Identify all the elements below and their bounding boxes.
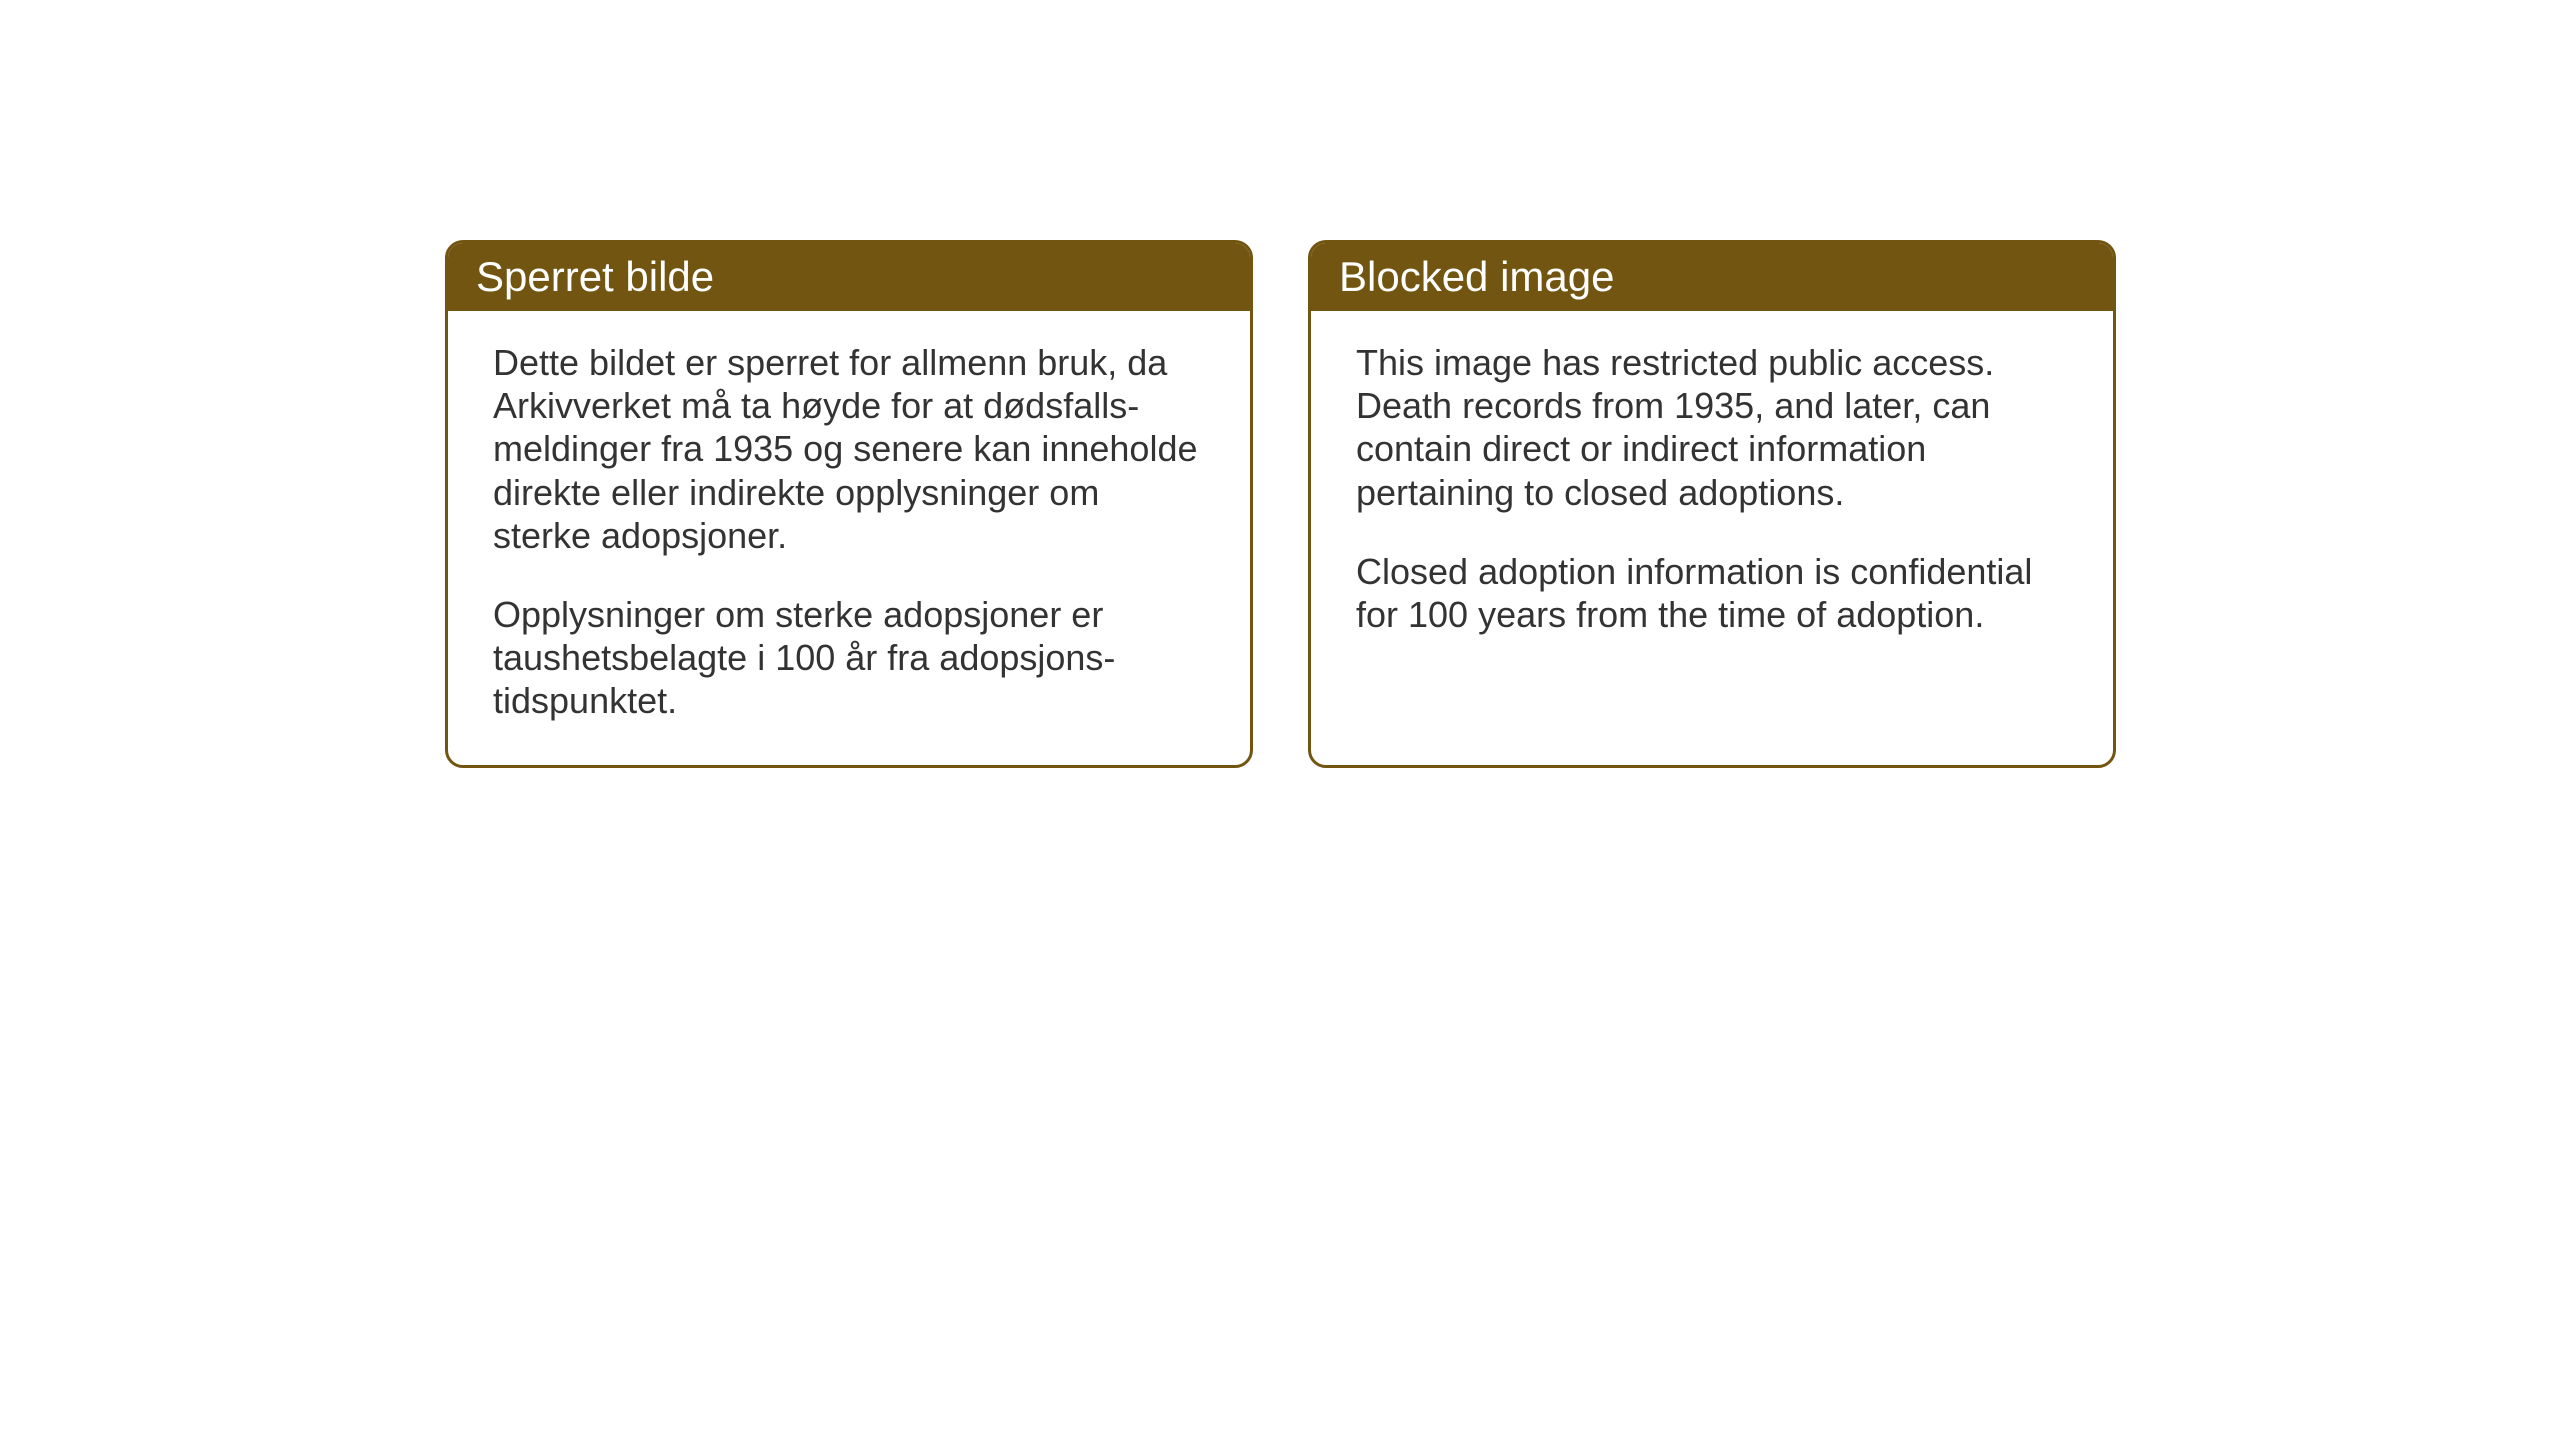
english-card-body: This image has restricted public access.… (1311, 311, 2113, 678)
norwegian-card-title: Sperret bilde (448, 243, 1250, 311)
english-notice-card: Blocked image This image has restricted … (1308, 240, 2116, 768)
norwegian-card-body: Dette bildet er sperret for allmenn bruk… (448, 311, 1250, 765)
norwegian-notice-card: Sperret bilde Dette bildet er sperret fo… (445, 240, 1253, 768)
norwegian-para-2: Opplysninger om sterke adopsjoner er tau… (493, 593, 1205, 723)
notice-container: Sperret bilde Dette bildet er sperret fo… (445, 240, 2116, 768)
english-card-title: Blocked image (1311, 243, 2113, 311)
norwegian-para-1: Dette bildet er sperret for allmenn bruk… (493, 341, 1205, 557)
english-para-1: This image has restricted public access.… (1356, 341, 2068, 514)
english-para-2: Closed adoption information is confident… (1356, 550, 2068, 636)
